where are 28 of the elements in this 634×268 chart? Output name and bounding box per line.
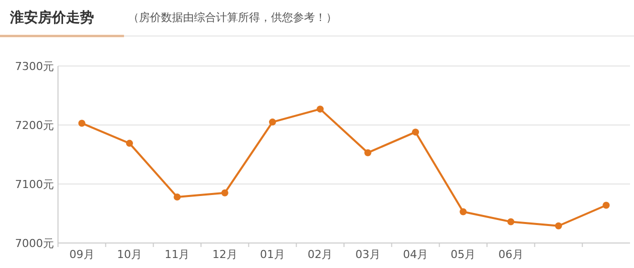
y-tick-label: 7000元 [15,237,54,250]
chart-title: 淮安房价走势 [9,9,94,26]
y-tick-label: 7100元 [15,178,54,191]
x-tick-label: 12月 [212,248,238,261]
point [78,120,86,127]
x-tick-label: 06月 [498,248,524,261]
point [460,208,467,216]
point [602,202,610,209]
point [412,128,419,136]
chart-subtitle: （房价数据由综合计算所得，供您参考！） [128,11,337,24]
point [507,218,514,226]
point [174,193,181,200]
point [221,189,228,196]
x-tick-label: 04月 [403,248,428,261]
point [316,106,324,113]
point [364,149,372,156]
x-tick-label: 05月 [450,248,476,261]
point [269,118,276,126]
point [126,140,133,147]
y-tick-label: 7300元 [15,60,54,73]
y-tick-label: 7200元 [15,119,54,132]
x-tick-label: 09月 [69,248,94,261]
x-tick-label: 01月 [260,248,285,261]
x-tick-label: 10月 [117,248,142,261]
point [555,222,562,230]
x-tick-label: 02月 [308,248,333,261]
x-tick-label: 11月 [164,248,190,261]
x-tick-label: 03月 [355,248,380,261]
